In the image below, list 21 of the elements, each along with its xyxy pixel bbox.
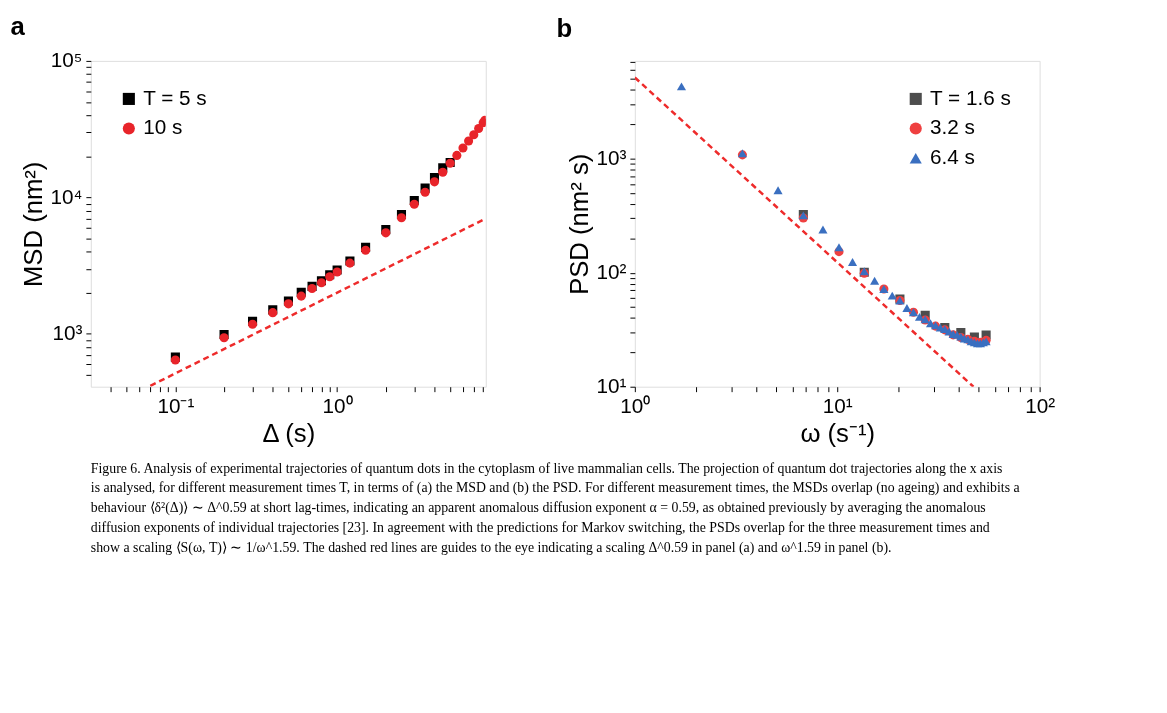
legend-label: T = 1.6 s [930,85,1011,109]
caption: Figure 6. Analysis of experimental trajectories of quantum dots in the cytoplasm of live mammalian cells. The projection of quantum dot trajectories along the x axis is analysed, for different measurement times T, in terms of (a) the MSD and (b) the PSD. For different measurement times, the MSDs overlap (no ageing) and exhibits a behaviour ⟨δ²(Δ)⟩ ∼ Δ^0.59 at short lag-times, indicating an apparent anomalous diffusion exponent α = 0.59, as obtained previously by averaging the anomalous diffusion exponents of individual trajectories [23]. In agreement with the predictions for Markov switching, the PSDs overlap for the three measurement times and show a scaling ⟨S(ω, T)⟩ ∼ 1/ω^1.59. The dashed red lines are guides to the eye indicating a scaling Δ^0.59 in panel (a) and ω^1.59 in panel (b). [90,460,1020,556]
x-tick-label: 10¹ [822,393,853,417]
y-axis-title: PSD (nm² s) [564,153,593,295]
y-tick-label: 10² [596,260,627,284]
chart-title: b [556,13,573,42]
x-tick-label: 10⁻¹ [157,393,195,417]
chart-title: a [10,12,26,41]
legend-label: 6.4 s [930,145,975,169]
legend-label: T = 5 s [143,85,207,109]
y-tick-label: 10⁵ [50,48,83,72]
y-tick-label: 10³ [52,321,83,345]
y-tick-label: 10³ [596,146,627,170]
y-tick-label: 10⁴ [50,184,83,208]
legend-label: 10 s [143,115,183,139]
legend-label: 3.2 s [930,115,975,139]
x-axis-title: Δ (s) [262,418,316,447]
x-axis-title: ω (s⁻¹) [800,418,876,447]
x-tick-label: 10² [1025,393,1056,417]
x-tick-label: 10⁰ [322,393,353,417]
y-axis-title: MSD (nm²) [18,161,47,288]
